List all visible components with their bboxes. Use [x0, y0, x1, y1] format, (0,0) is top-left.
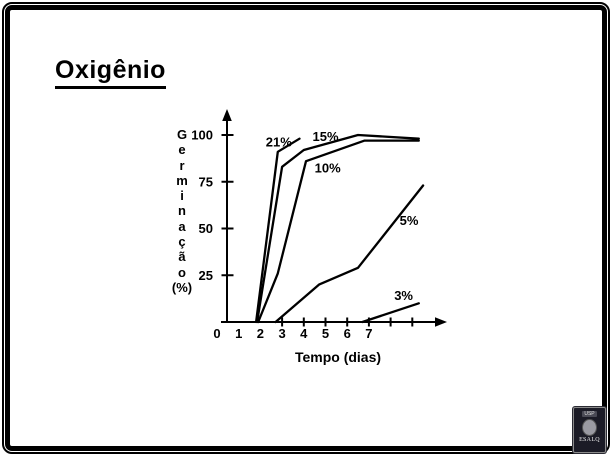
slide-frame [2, 2, 610, 454]
logo-top-text: USP [582, 411, 597, 417]
x-tick-label: 2 [257, 326, 264, 341]
y-axis-title-char: ç [178, 234, 186, 250]
y-tick-label: 100 [191, 128, 213, 143]
x-tick-label: 0 [213, 326, 220, 341]
series-line-3pct [361, 302, 420, 324]
series-label-21pct: 21% [266, 135, 292, 150]
x-tick-label: 1 [235, 326, 242, 341]
y-axis-title-char: n [178, 203, 186, 219]
y-tick-label: 50 [199, 221, 213, 236]
y-axis-title-char: m [176, 172, 188, 188]
x-tick-label: 3 [278, 326, 285, 341]
series-label-10pct: 10% [315, 161, 341, 176]
y-axis-title-char: G [176, 127, 188, 142]
y-axis-arrow-icon [222, 109, 232, 121]
x-tick-label: 7 [365, 326, 372, 341]
y-axis-title-char: ã [178, 249, 186, 265]
germination-chart-svg: 25 50 75 100 0 1 2 3 4 5 6 7 21% 15% 10% 5% 3% [191, 109, 447, 341]
y-tick-label: 75 [199, 174, 213, 189]
series-label-5pct: 5% [400, 213, 419, 228]
y-axis-title-char: a [178, 218, 186, 234]
x-tick-label: 6 [344, 326, 351, 341]
series-label-3pct: 3% [394, 288, 413, 303]
y-axis-title-char: o [178, 264, 186, 280]
esalq-logo: USP ESALQ [573, 407, 606, 453]
y-axis-title-char: r [179, 157, 185, 173]
series-line-21pct [254, 137, 301, 324]
y-axis-title-char: (%) [171, 279, 193, 295]
y-axis-title-char: i [180, 188, 184, 204]
x-tick-label: 5 [322, 326, 329, 341]
series-label-15pct: 15% [312, 129, 338, 144]
y-tick-label: 25 [199, 268, 213, 283]
slide-frame-inner [5, 5, 607, 451]
series-line-10pct [257, 139, 420, 324]
university-emblem-icon [582, 419, 597, 436]
x-axis-arrow-icon [435, 317, 447, 327]
y-axis-title-char: e [178, 142, 186, 158]
slide-title: Oxigênio [55, 56, 166, 89]
x-tick-label: 4 [300, 326, 308, 341]
x-axis-title: Tempo (dias) [294, 349, 382, 365]
logo-bottom-text: ESALQ [579, 437, 600, 443]
series-line-5pct [274, 184, 425, 324]
series-line-15pct [255, 133, 420, 324]
